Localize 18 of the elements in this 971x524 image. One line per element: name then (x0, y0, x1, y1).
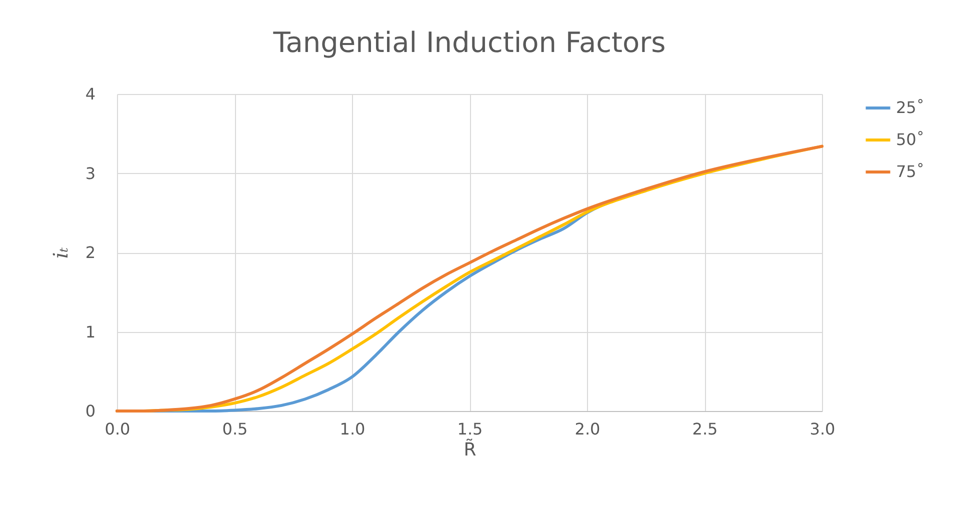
x-tick-label: 0.0 (104, 420, 130, 438)
y-tick-label: 1 (85, 322, 96, 342)
legend-label: 75˚ (896, 162, 924, 181)
x-tick-label: 1.0 (340, 420, 366, 438)
legend-label: 25˚ (896, 98, 924, 117)
x-tick-label: 3.0 (810, 420, 836, 438)
y-tick-label: 2 (85, 243, 96, 262)
x-tick-label: 2.5 (692, 420, 718, 438)
x-tick-label: 2.0 (574, 420, 600, 438)
y-tick-label: 0 (85, 402, 96, 420)
legend-label: 50˚ (896, 130, 924, 149)
x-tick-label: 1.5 (457, 420, 483, 438)
y-tick-label: 4 (85, 84, 96, 104)
y-tick-label: 3 (85, 164, 96, 183)
x-tick-label: 0.5 (222, 420, 248, 438)
x-axis-title: R̃ (464, 438, 476, 460)
y-axis-title: iₜ (48, 247, 72, 259)
chart-title: Tangential Induction Factors (272, 26, 666, 59)
